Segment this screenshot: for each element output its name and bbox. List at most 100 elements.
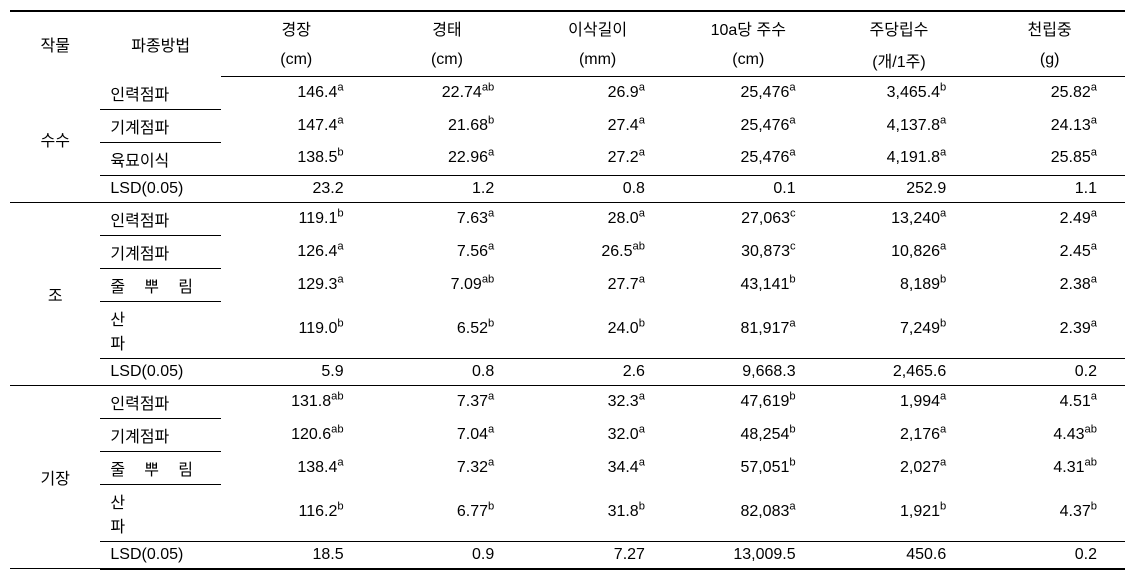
cell-value: 4,137.8a — [824, 109, 975, 142]
value-number: 146.4 — [297, 84, 337, 102]
value-superscript: b — [337, 318, 343, 330]
value-number: 31.8 — [608, 503, 639, 521]
value-number: 6.52 — [457, 320, 488, 338]
value-number: 24.13 — [1051, 117, 1091, 135]
cell-value: 4.31ab — [974, 451, 1125, 484]
value-number: 25.85 — [1051, 149, 1091, 167]
lsd-value: 0.9 — [372, 541, 523, 569]
value-superscript: b — [639, 501, 645, 513]
cell-value: 7.32a — [372, 451, 523, 484]
cell-value: 27.7a — [522, 268, 673, 301]
value-superscript: ab — [482, 273, 494, 285]
value-number: 4.43 — [1053, 426, 1084, 444]
value-number: 47,619 — [740, 393, 789, 411]
cell-value: 2.39a — [974, 301, 1125, 358]
col-grains: 주당립수 — [824, 11, 975, 44]
value-superscript: b — [337, 207, 343, 219]
cell-value: 10,826a — [824, 235, 975, 268]
cell-value: 21.68b — [372, 109, 523, 142]
method-cell: 산파 — [100, 484, 221, 541]
lsd-value: 13,009.5 — [673, 541, 824, 569]
table-body: 수수인력점파146.4a22.74ab26.9a25,476a3,465.4b2… — [10, 77, 1125, 569]
value-number: 129.3 — [297, 276, 337, 294]
value-superscript: b — [940, 318, 946, 330]
value-number: 7.37 — [457, 393, 488, 411]
value-superscript: b — [488, 114, 494, 126]
col-plants: 10a당 주수 — [673, 11, 824, 44]
value-number: 27.7 — [608, 276, 639, 294]
lsd-value: 0.2 — [974, 541, 1125, 569]
value-number: 25,476 — [740, 84, 789, 102]
value-superscript: b — [337, 501, 343, 513]
col-panicle: 이삭길이 — [522, 11, 673, 44]
value-superscript: b — [789, 456, 795, 468]
cell-value: 7.56a — [372, 235, 523, 268]
value-superscript: a — [337, 273, 343, 285]
cell-value: 147.4a — [221, 109, 372, 142]
value-superscript: a — [639, 147, 645, 159]
value-superscript: a — [1091, 82, 1097, 94]
value-number: 48,254 — [740, 426, 789, 444]
table-row: 줄뿌림138.4a7.32a34.4a57,051b2,027a4.31ab — [10, 451, 1125, 484]
value-superscript: a — [940, 423, 946, 435]
cell-value: 24.0b — [522, 301, 673, 358]
cell-value: 7,249b — [824, 301, 975, 358]
value-superscript: ab — [1085, 456, 1097, 468]
value-number: 7.09 — [451, 276, 482, 294]
value-superscript: a — [639, 207, 645, 219]
cell-value: 126.4a — [221, 235, 372, 268]
value-number: 116.2 — [299, 503, 338, 521]
value-number: 7,249 — [900, 320, 940, 338]
unit-stemdia: (cm) — [372, 44, 523, 77]
value-number: 1,921 — [900, 503, 940, 521]
value-superscript: a — [488, 147, 494, 159]
value-superscript: ab — [1085, 423, 1097, 435]
value-number: 34.4 — [608, 459, 639, 477]
cell-value: 129.3a — [221, 268, 372, 301]
value-number: 21.68 — [448, 117, 488, 135]
cell-value: 8,189b — [824, 268, 975, 301]
method-cell: 기계점파 — [100, 109, 221, 142]
value-number: 26.9 — [608, 84, 639, 102]
value-superscript: a — [789, 501, 795, 513]
value-number: 126.4 — [297, 243, 337, 261]
cell-value: 25.82a — [974, 77, 1125, 110]
value-superscript: b — [639, 318, 645, 330]
value-superscript: a — [639, 273, 645, 285]
cell-value: 120.6ab — [221, 418, 372, 451]
value-superscript: a — [789, 147, 795, 159]
cell-value: 57,051b — [673, 451, 824, 484]
value-superscript: b — [488, 501, 494, 513]
unit-tgw: (g) — [974, 44, 1125, 77]
lsd-value: 1.2 — [372, 175, 523, 202]
lsd-value: 2.6 — [522, 358, 673, 385]
lsd-value: 23.2 — [221, 175, 372, 202]
cell-value: 119.0b — [221, 301, 372, 358]
table-row: 기계점파120.6ab7.04a32.0a48,254b2,176a4.43ab — [10, 418, 1125, 451]
cell-value: 131.8ab — [221, 385, 372, 418]
value-number: 2.45 — [1060, 243, 1091, 261]
cell-value: 7.09ab — [372, 268, 523, 301]
lsd-value: 0.2 — [974, 358, 1125, 385]
cell-value: 4,191.8a — [824, 142, 975, 175]
cell-value: 116.2b — [221, 484, 372, 541]
value-number: 2.38 — [1060, 276, 1091, 294]
value-number: 22.74 — [442, 84, 482, 102]
crop-cell: 조 — [10, 202, 100, 385]
value-number: 26.5 — [601, 243, 632, 261]
cell-value: 82,083a — [673, 484, 824, 541]
cell-value: 3,465.4b — [824, 77, 975, 110]
lsd-label: LSD(0.05) — [100, 358, 221, 385]
cell-value: 48,254b — [673, 418, 824, 451]
value-number: 4,191.8 — [887, 149, 940, 167]
value-superscript: c — [790, 207, 796, 219]
value-superscript: a — [639, 456, 645, 468]
method-cell: 줄뿌림 — [100, 268, 221, 301]
table-row: 기장인력점파131.8ab7.37a32.3a47,619b1,994a4.51… — [10, 385, 1125, 418]
value-number: 13,240 — [891, 210, 940, 228]
cell-value: 32.0a — [522, 418, 673, 451]
table-row: 조인력점파119.1b7.63a28.0a27,063c13,240a2.49a — [10, 202, 1125, 235]
value-superscript: a — [639, 82, 645, 94]
lsd-row: LSD(0.05)18.50.97.2713,009.5450.60.2 — [10, 541, 1125, 569]
lsd-value: 450.6 — [824, 541, 975, 569]
